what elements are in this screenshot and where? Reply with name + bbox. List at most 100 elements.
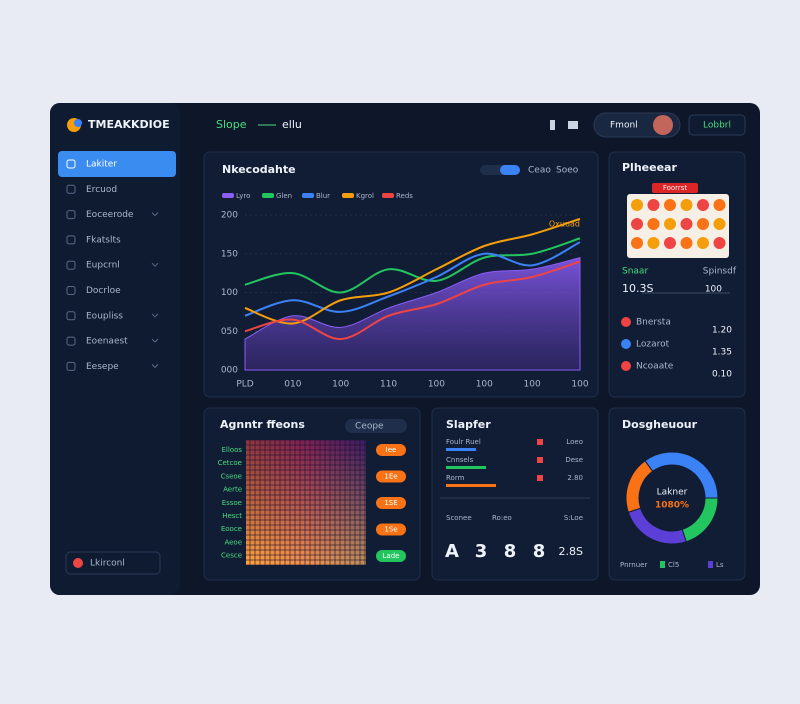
panel-title: Plheeear: [622, 161, 677, 174]
badge-text: Foorrst: [663, 184, 688, 192]
row-label: Ncoaate: [636, 362, 674, 372]
tile-icon[interactable]: [697, 199, 709, 211]
x-tick-label: 100: [428, 380, 445, 390]
row-label: Bnersta: [636, 318, 671, 328]
heat-button[interactable]: [376, 444, 406, 456]
menu-icon[interactable]: [568, 121, 578, 129]
stat-bar: [446, 466, 486, 469]
tile-icon[interactable]: [697, 237, 709, 249]
tile-icon[interactable]: [647, 218, 660, 230]
digit: A: [445, 541, 459, 562]
line-chart: 000 050 100 150 200 PLD 010 100 110 100 100 100 100 L…: [221, 192, 589, 390]
menu-icon: [66, 235, 76, 245]
tile-icon[interactable]: [631, 199, 643, 211]
menu-item[interactable]: Eoceerode: [86, 210, 134, 220]
heatmap-labels: Elloos Cetcoe Cseoe Aerte Essoe Hesct Eooce Aeo…: [218, 444, 406, 562]
stat-value: 2.80: [567, 474, 583, 482]
legend-label: Lyro: [236, 192, 250, 200]
menu-item[interactable]: Lakiter: [86, 160, 117, 170]
donut-label: Lakner: [657, 488, 688, 498]
x-tick-label: 100: [524, 380, 541, 390]
chevron: [151, 262, 159, 267]
tile-icon[interactable]: [680, 237, 693, 249]
digit: 8: [504, 541, 517, 562]
menu-item[interactable]: Eupcrnl: [86, 261, 120, 271]
tile-icon[interactable]: [680, 199, 693, 211]
chart-title: Nkecodahte: [222, 163, 296, 176]
y-tick-label: 150: [221, 249, 238, 259]
tile-icon[interactable]: [697, 218, 709, 230]
menu-icon: [66, 311, 76, 321]
tile-icon[interactable]: [713, 218, 726, 230]
menu-item[interactable]: Docrloe: [86, 286, 121, 296]
heat-button-text: Iee: [386, 446, 397, 454]
row-value: 1.35: [712, 348, 732, 358]
x-tick-label: 100: [476, 380, 493, 390]
tile-icon[interactable]: [680, 218, 693, 230]
tile-icon[interactable]: [664, 237, 676, 249]
stat-sub: S:Loe: [564, 514, 583, 522]
chevron: [151, 313, 159, 318]
menu-icon: [66, 159, 76, 169]
row-icon: [621, 317, 631, 327]
x-tick-label: PLD: [236, 380, 253, 390]
tile-icon[interactable]: [713, 199, 726, 211]
menu-icon: [66, 210, 76, 220]
heat-button[interactable]: [376, 550, 406, 562]
icon[interactable]: [550, 120, 555, 130]
line: [244, 217, 581, 325]
stat-bar: [446, 448, 476, 451]
tile-icon[interactable]: [631, 237, 643, 249]
panel-head: Snaar: [622, 267, 648, 277]
heat-button[interactable]: [376, 497, 406, 509]
donut-panel: [608, 407, 746, 581]
y-tick-label: 000: [221, 366, 238, 376]
heat-button[interactable]: [376, 523, 406, 536]
stat-sub: Ro:eo: [492, 514, 512, 522]
menu-item[interactable]: Eesepe: [86, 362, 119, 372]
tile-icon[interactable]: [664, 218, 676, 230]
tile-icon[interactable]: [631, 218, 643, 230]
menu-icon: [66, 336, 76, 346]
menu-item[interactable]: Ercuod: [86, 185, 117, 195]
sidebar-menu: Lakiter Ercuod Eoceerode Fkatslts Eupcrnl Doc…: [66, 159, 159, 372]
legend-swatch: [708, 561, 713, 568]
line: [244, 237, 581, 294]
donut-chart: Pnrnuer Cl5 Ls: [620, 451, 724, 569]
heat-button-text: 1SE: [384, 499, 397, 507]
heat-button[interactable]: [376, 470, 406, 483]
avatar[interactable]: [653, 115, 673, 135]
heat-button-text: 1Ee: [384, 473, 397, 481]
active-item[interactable]: [58, 151, 176, 177]
menu-item[interactable]: Eoupliss: [86, 311, 123, 321]
legend-swatch: [222, 193, 234, 198]
tile-icon[interactable]: [664, 199, 676, 211]
action-button[interactable]: [688, 114, 746, 136]
stat-sub: Sconee: [446, 514, 472, 522]
filter-text: Ceope: [355, 422, 384, 432]
row-label: Cseoe: [221, 472, 242, 480]
sidebar-footer[interactable]: [65, 551, 161, 575]
breadcrumb: Slope: [216, 118, 247, 131]
row-label: Hesct: [222, 512, 242, 520]
tile-icon[interactable]: [713, 237, 726, 249]
legend-swatch: [660, 561, 665, 568]
menu-item[interactable]: Eoenaest: [86, 337, 128, 347]
panel-head: Spinsdf: [703, 267, 737, 277]
y-tick-label: 200: [221, 211, 238, 221]
search-text: Fmonl: [610, 121, 638, 131]
legend-label: Glen: [276, 192, 292, 200]
menu-icon: [66, 260, 76, 270]
stats-rows: Foulr Ruel Loeo Cnnsels Dese Rorm 2.80 Sconee R…: [445, 438, 583, 562]
logo: TMEAKKDIOE: [88, 118, 170, 131]
tile-icon[interactable]: [647, 199, 660, 211]
row-label: Cesce: [221, 552, 242, 560]
toggle-knob[interactable]: [500, 165, 520, 175]
line: [244, 260, 581, 341]
stat-flag: [537, 475, 543, 481]
filter[interactable]: [345, 419, 407, 433]
tile-icon[interactable]: [647, 237, 660, 249]
menu-item[interactable]: Fkatslts: [86, 235, 121, 245]
toggle-label: Ceao: [528, 166, 551, 176]
